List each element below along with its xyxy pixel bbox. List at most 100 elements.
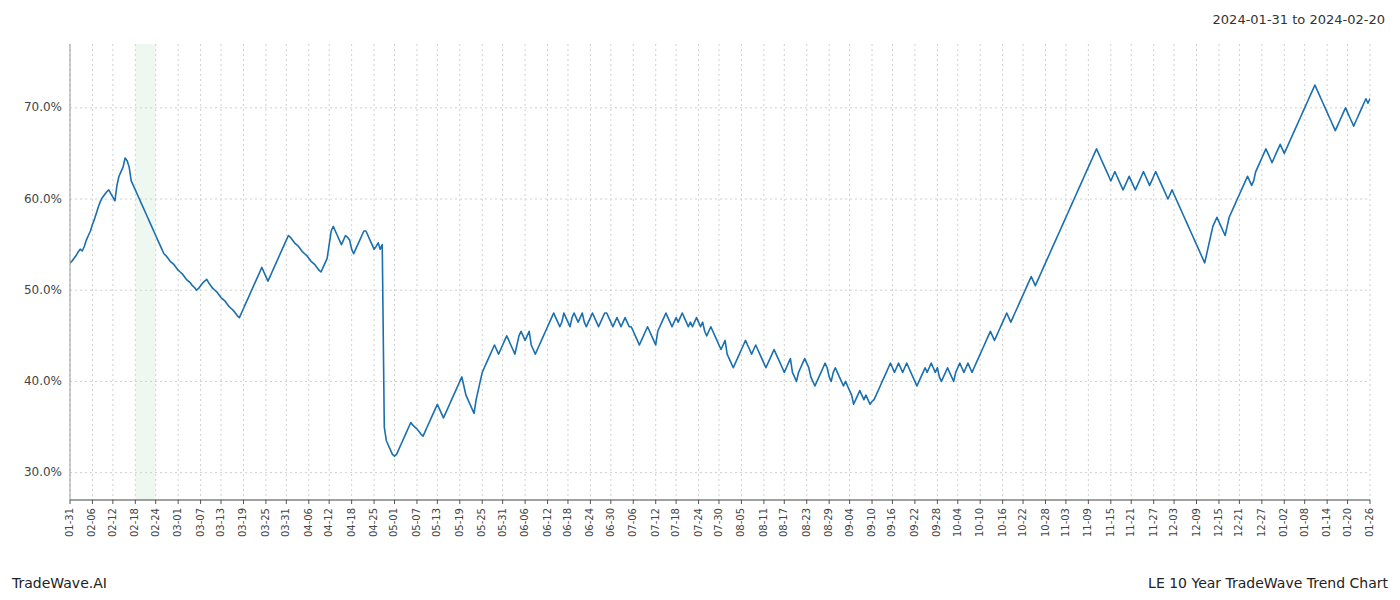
x-grid-line xyxy=(1131,44,1132,500)
x-tick-label: 06-30 xyxy=(605,508,616,537)
x-grid-line xyxy=(980,44,981,500)
y-tick-label: 70.0% xyxy=(24,100,62,114)
x-tick-label: 10-04 xyxy=(952,508,963,537)
x-tick-label: 12-21 xyxy=(1233,508,1244,537)
x-tick-label: 09-22 xyxy=(909,508,920,537)
y-tick-label: 60.0% xyxy=(24,192,62,206)
x-grid-line xyxy=(849,44,850,500)
x-tick-label: 05-31 xyxy=(497,508,508,537)
x-grid-line xyxy=(286,44,287,500)
y-axis-line xyxy=(70,44,71,500)
title: 2024-01-31 to 2024-02-20 xyxy=(1213,12,1385,27)
x-grid-line xyxy=(1284,44,1285,500)
x-tick-label: 05-25 xyxy=(476,508,487,537)
x-grid-line xyxy=(155,44,156,500)
x-tick-label: 08-23 xyxy=(801,508,812,537)
x-tick-label: 07-18 xyxy=(670,508,681,537)
x-tick-label: 10-28 xyxy=(1040,508,1051,537)
x-tick-label: 01-20 xyxy=(1342,508,1353,537)
y-grid-line xyxy=(70,472,1370,473)
x-tick-label: 03-07 xyxy=(195,508,206,537)
x-grid-line xyxy=(1261,44,1262,500)
x-grid-line xyxy=(610,44,611,500)
x-tick-label: 02-24 xyxy=(150,508,161,537)
x-tick-label: 06-18 xyxy=(562,508,573,537)
x-grid-line xyxy=(784,44,785,500)
x-tick-label: 03-13 xyxy=(215,508,226,537)
x-grid-line xyxy=(112,44,113,500)
x-tick-label: 10-16 xyxy=(997,508,1008,537)
x-grid-line xyxy=(590,44,591,500)
y-grid-line xyxy=(70,290,1370,291)
x-tick-label: 03-19 xyxy=(237,508,248,537)
x-grid-line xyxy=(829,44,830,500)
x-tick-label: 03-01 xyxy=(172,508,183,537)
x-grid-line xyxy=(676,44,677,500)
x-grid-line xyxy=(1002,44,1003,500)
x-tick-label: 04-25 xyxy=(368,508,379,537)
x-tick-label: 08-05 xyxy=(735,508,746,537)
x-grid-line xyxy=(633,44,634,500)
x-tick-label: 09-28 xyxy=(931,508,942,537)
x-tick-label: 11-09 xyxy=(1082,508,1093,537)
x-tick-label: 12-09 xyxy=(1191,508,1202,537)
x-tick-label: 03-25 xyxy=(260,508,271,537)
y-tick-label: 50.0% xyxy=(24,283,62,297)
x-tick-label: 07-12 xyxy=(650,508,661,537)
plot-area xyxy=(135,44,155,500)
footer-right: LE 10 Year TradeWave Trend Chart xyxy=(1148,575,1388,591)
x-grid-line xyxy=(1370,44,1371,500)
x-grid-line xyxy=(1153,44,1154,500)
x-tick-label: 07-24 xyxy=(693,508,704,537)
x-grid-line xyxy=(525,44,526,500)
x-tick-label: 05-01 xyxy=(388,508,399,537)
x-grid-line xyxy=(374,44,375,500)
x-tick-label: 11-21 xyxy=(1125,508,1136,537)
x-grid-line xyxy=(265,44,266,500)
x-tick-label: 01-02 xyxy=(1278,508,1289,537)
x-tick-label: 08-29 xyxy=(823,508,834,537)
line xyxy=(70,85,1370,456)
x-grid-line xyxy=(1110,44,1111,500)
x-grid-line xyxy=(1023,44,1024,500)
x-grid-line xyxy=(135,44,136,500)
x-grid-line xyxy=(806,44,807,500)
footer-left: TradeWave.AI xyxy=(11,575,107,591)
x-grid-line xyxy=(698,44,699,500)
y-grid-line xyxy=(70,381,1370,382)
x-tick-label: 04-06 xyxy=(303,508,314,537)
x-grid-line xyxy=(1088,44,1089,500)
x-tick-label: 04-18 xyxy=(346,508,357,537)
x-tick-label: 06-12 xyxy=(542,508,553,537)
x-grid-line xyxy=(547,44,548,500)
x-grid-line xyxy=(718,44,719,500)
series xyxy=(70,85,1370,456)
x-grid-line xyxy=(482,44,483,500)
x-grid-line xyxy=(1304,44,1305,500)
x-tick-label: 05-07 xyxy=(411,508,422,537)
x-grid-line xyxy=(416,44,417,500)
x-grid-line xyxy=(200,44,201,500)
x-grid-line xyxy=(872,44,873,500)
x-tick-label: 01-14 xyxy=(1321,508,1332,537)
x-grid-line xyxy=(1239,44,1240,500)
x-grid-line xyxy=(567,44,568,500)
x-tick-label: 05-19 xyxy=(454,508,465,537)
x-tick-label: 12-03 xyxy=(1168,508,1179,537)
x-grid-line xyxy=(70,44,71,500)
x-tick-label: 08-17 xyxy=(778,508,789,537)
x-grid-line xyxy=(914,44,915,500)
x-grid-line xyxy=(655,44,656,500)
x-tick-label: 09-10 xyxy=(866,508,877,537)
y-grid-line xyxy=(70,199,1370,200)
x-grid-line xyxy=(1045,44,1046,500)
x-tick-label: 09-04 xyxy=(844,508,855,537)
x-tick-label: 01-31 xyxy=(64,508,75,537)
x-grid-line xyxy=(351,44,352,500)
x-grid-line xyxy=(243,44,244,500)
x-grid-line xyxy=(892,44,893,500)
x-tick-label: 02-06 xyxy=(86,508,97,537)
x-tick-label: 07-30 xyxy=(713,508,724,537)
x-tick-label: 08-11 xyxy=(758,508,769,537)
x-tick-label: 03-31 xyxy=(280,508,291,537)
